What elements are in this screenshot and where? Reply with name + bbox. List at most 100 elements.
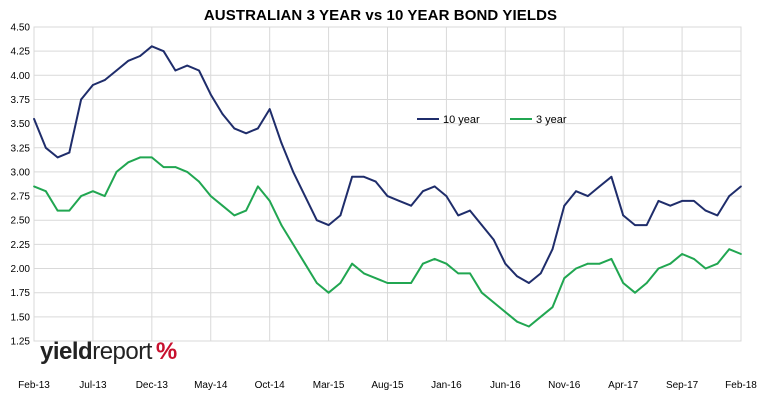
yieldreport-logo: yieldreport% (40, 338, 177, 366)
x-tick-label: Jan-16 (431, 380, 462, 391)
data-point (433, 257, 436, 260)
data-point (563, 204, 566, 207)
data-point (233, 214, 236, 217)
data-point (669, 262, 672, 265)
data-point (292, 171, 295, 173)
data-point (245, 209, 248, 212)
data-point (68, 209, 71, 212)
data-point (339, 214, 342, 217)
data-point (280, 142, 283, 144)
data-point (150, 45, 153, 48)
data-point (315, 282, 318, 284)
data-point (692, 200, 695, 202)
y-tick-label: 3.25 (11, 143, 31, 154)
data-point (280, 224, 283, 226)
x-tick-label: Jun-16 (490, 380, 521, 391)
data-point (150, 156, 153, 159)
data-point (92, 190, 94, 193)
data-point (221, 204, 224, 207)
data-point (528, 282, 530, 284)
data-point (80, 195, 83, 197)
data-point (268, 200, 271, 202)
data-point (351, 175, 354, 178)
data-point (80, 98, 83, 101)
data-point (469, 209, 471, 212)
data-point (115, 69, 118, 72)
data-point (645, 282, 648, 284)
data-point (92, 84, 94, 86)
data-point (56, 156, 59, 159)
y-tick-label: 4.00 (11, 71, 31, 82)
data-point (410, 282, 412, 284)
data-point (681, 200, 683, 202)
data-point (539, 315, 542, 318)
y-tick-label: 3.00 (11, 167, 31, 178)
data-point (68, 151, 71, 154)
x-tick-label: Dec-13 (136, 380, 169, 391)
data-point (386, 195, 389, 197)
data-point (575, 190, 577, 193)
x-tick-label: Aug-15 (371, 380, 404, 391)
data-point (304, 262, 306, 265)
data-point (634, 291, 636, 294)
data-point (103, 79, 106, 82)
data-point (622, 282, 625, 284)
data-point (598, 185, 601, 188)
y-tick-label: 2.00 (11, 264, 31, 275)
y-tick-label: 2.75 (11, 192, 31, 203)
data-point (551, 248, 554, 251)
data-point (575, 267, 577, 270)
data-point (139, 156, 141, 159)
data-point (374, 180, 377, 183)
data-point (539, 272, 542, 275)
data-point (421, 262, 424, 265)
data-point (716, 214, 719, 217)
data-point (304, 195, 306, 197)
data-point (421, 190, 424, 193)
data-point (480, 224, 483, 226)
data-point (704, 267, 707, 270)
data-point (480, 291, 483, 294)
data-point (363, 272, 365, 275)
x-tick-label: Feb-18 (725, 380, 757, 391)
data-point (221, 113, 224, 115)
data-point (115, 171, 118, 173)
data-point (704, 209, 707, 212)
data-point (351, 262, 354, 265)
data-point (610, 175, 613, 178)
data-point (716, 262, 719, 265)
data-point (657, 200, 660, 202)
data-point (327, 291, 330, 294)
y-tick-label: 2.25 (11, 240, 31, 251)
data-point (127, 59, 130, 62)
legend-label: 3 year (536, 114, 567, 126)
y-tick-label: 1.50 (11, 312, 31, 323)
data-point (198, 69, 200, 72)
x-tick-label: Mar-15 (313, 380, 345, 391)
data-point (457, 214, 460, 217)
data-point (586, 262, 589, 265)
data-point (339, 282, 342, 284)
data-point (492, 301, 495, 304)
series-3-year (33, 156, 742, 328)
data-point (728, 248, 731, 251)
data-point (127, 161, 130, 164)
data-point (634, 224, 636, 226)
logo-word-report: report (92, 338, 152, 365)
legend: 10 year 3 year (417, 114, 567, 126)
data-point (457, 272, 460, 275)
data-point (433, 185, 436, 188)
data-point (292, 243, 295, 246)
data-point (740, 253, 742, 255)
logo-word-yield: yield (40, 338, 93, 365)
y-tick-label: 1.75 (11, 288, 31, 299)
y-tick-label: 4.50 (11, 23, 31, 34)
y-tick-label: 2.50 (11, 216, 31, 227)
data-point (363, 175, 365, 178)
data-point (233, 127, 236, 130)
data-point (516, 275, 519, 278)
y-tick-label: 3.50 (11, 119, 31, 130)
x-tick-label: Feb-13 (18, 380, 50, 391)
data-point (256, 127, 259, 130)
